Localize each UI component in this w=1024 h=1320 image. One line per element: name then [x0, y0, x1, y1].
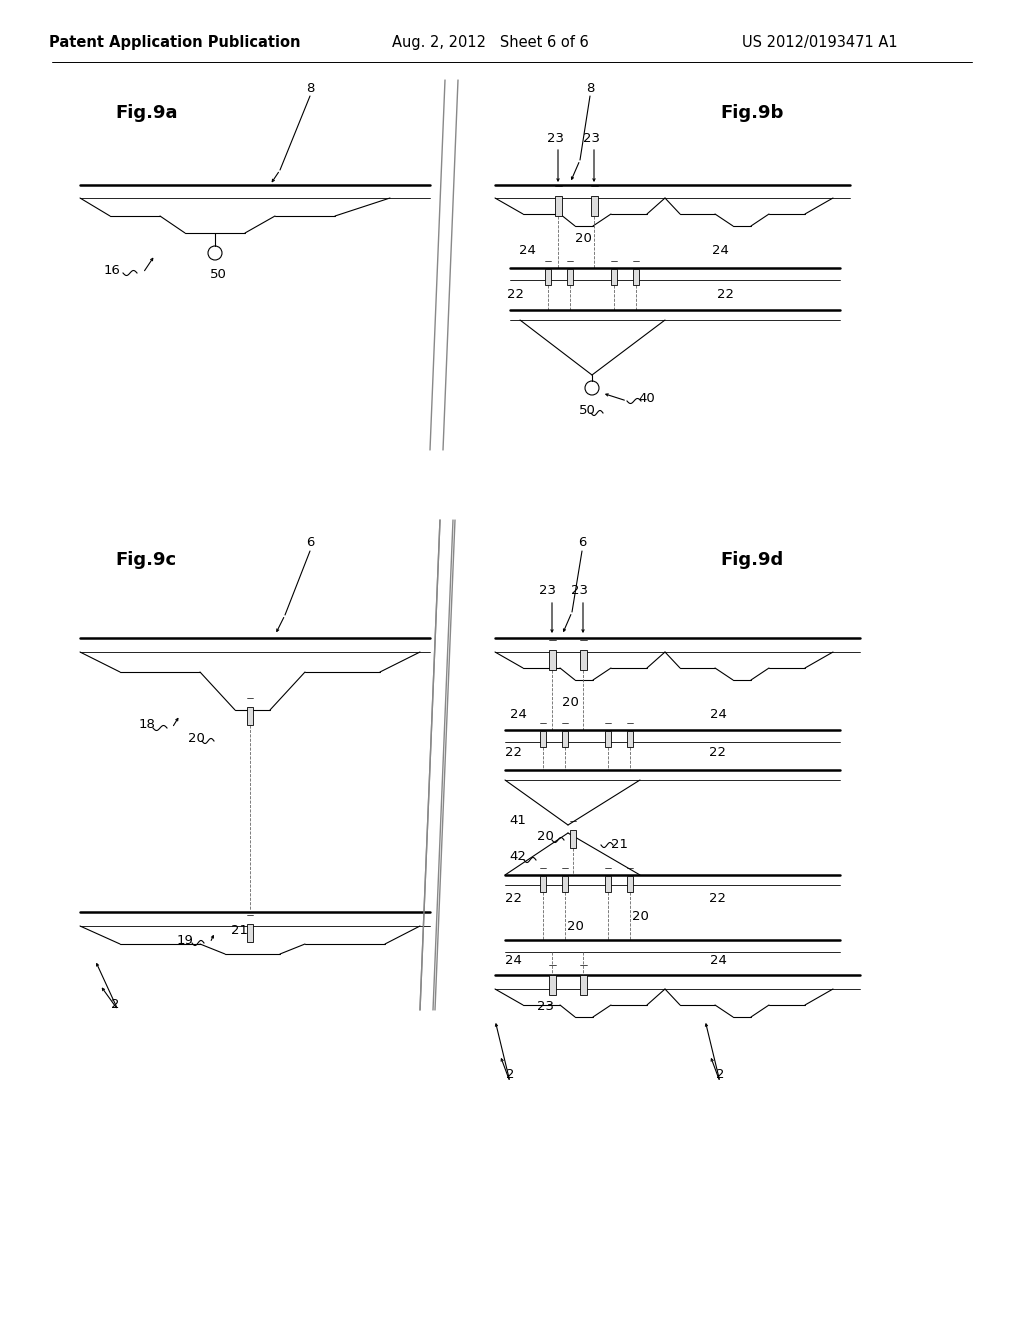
Text: 23: 23 — [584, 132, 600, 144]
Text: 40: 40 — [639, 392, 655, 404]
Text: 21: 21 — [611, 838, 629, 851]
Bar — [591, 195, 597, 216]
Text: Fig.9d: Fig.9d — [720, 550, 783, 569]
Text: 22: 22 — [717, 289, 733, 301]
Bar — [540, 876, 546, 892]
Bar — [540, 731, 546, 747]
Bar — [562, 731, 568, 747]
Bar — [605, 731, 611, 747]
Text: 16: 16 — [103, 264, 121, 276]
Text: 20: 20 — [561, 696, 579, 709]
Text: 24: 24 — [710, 953, 726, 966]
Text: 18: 18 — [138, 718, 156, 731]
Text: 22: 22 — [505, 891, 521, 904]
Text: 41: 41 — [510, 813, 526, 826]
Text: 8: 8 — [586, 82, 594, 95]
Text: 24: 24 — [712, 243, 728, 256]
Text: 23: 23 — [540, 583, 556, 597]
Text: 22: 22 — [505, 747, 521, 759]
Text: 24: 24 — [505, 953, 521, 966]
Text: Fig.9b: Fig.9b — [720, 104, 783, 121]
Bar — [247, 708, 253, 725]
Text: 23: 23 — [547, 132, 563, 144]
Text: 8: 8 — [306, 82, 314, 95]
Text: US 2012/0193471 A1: US 2012/0193471 A1 — [742, 34, 898, 49]
Text: 22: 22 — [710, 747, 726, 759]
Text: 20: 20 — [566, 920, 584, 933]
Text: 23: 23 — [537, 1001, 554, 1014]
Bar — [627, 876, 633, 892]
Bar — [567, 269, 573, 285]
Text: 20: 20 — [574, 231, 592, 244]
Text: 2: 2 — [716, 1068, 724, 1081]
Bar — [549, 975, 555, 995]
Bar — [555, 195, 561, 216]
Bar — [580, 649, 587, 671]
Text: 2: 2 — [506, 1068, 514, 1081]
Text: 6: 6 — [306, 536, 314, 549]
Text: Patent Application Publication: Patent Application Publication — [49, 34, 301, 49]
Text: 20: 20 — [537, 830, 553, 843]
Text: Aug. 2, 2012   Sheet 6 of 6: Aug. 2, 2012 Sheet 6 of 6 — [391, 34, 589, 49]
Text: 22: 22 — [508, 289, 524, 301]
Bar — [611, 269, 617, 285]
Bar — [627, 731, 633, 747]
Bar — [570, 830, 575, 847]
Text: 50: 50 — [210, 268, 226, 281]
Text: 19: 19 — [176, 933, 194, 946]
Bar — [605, 876, 611, 892]
Text: 2: 2 — [111, 998, 119, 1011]
Text: 6: 6 — [578, 536, 586, 549]
Bar — [580, 975, 587, 995]
Text: Fig.9c: Fig.9c — [115, 550, 176, 569]
Text: 20: 20 — [187, 731, 205, 744]
Text: Fig.9a: Fig.9a — [115, 104, 177, 121]
Bar — [633, 269, 639, 285]
Bar — [545, 269, 551, 285]
Text: 42: 42 — [510, 850, 526, 862]
Text: 20: 20 — [632, 911, 648, 924]
Bar — [562, 876, 568, 892]
Bar — [549, 649, 555, 671]
Text: 24: 24 — [518, 243, 536, 256]
Text: 23: 23 — [571, 583, 589, 597]
Text: 24: 24 — [710, 709, 726, 722]
Bar — [247, 924, 253, 942]
Text: 21: 21 — [231, 924, 249, 936]
Text: 22: 22 — [710, 891, 726, 904]
Text: 50: 50 — [579, 404, 595, 417]
Text: 24: 24 — [510, 709, 526, 722]
